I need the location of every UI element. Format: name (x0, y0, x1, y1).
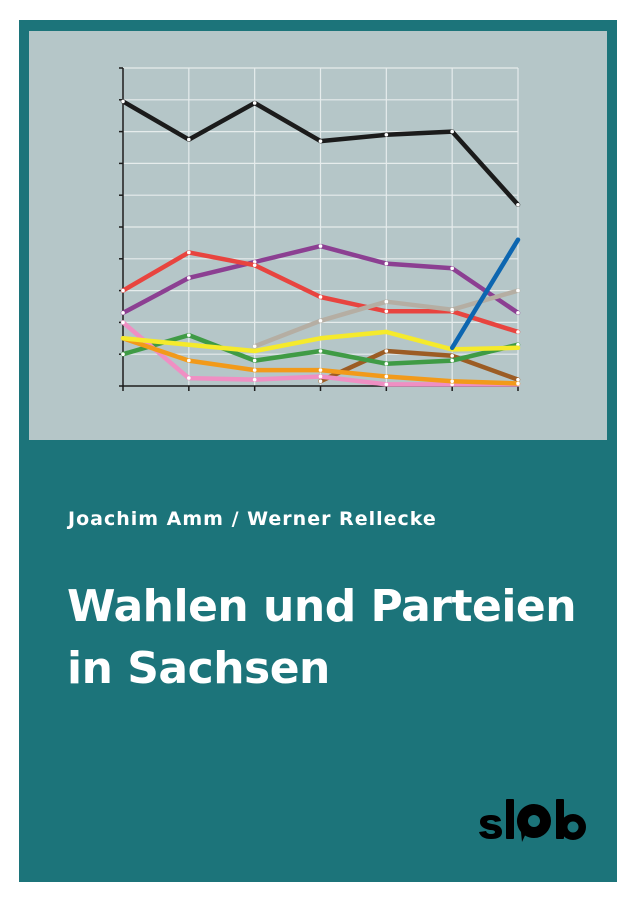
series-1-point-6 (516, 311, 520, 315)
series-7-point-5 (450, 379, 454, 384)
series-3-point-1 (318, 319, 323, 323)
series-1-point-0 (121, 311, 125, 315)
series-0-point-2 (252, 101, 257, 105)
series-0-point-5 (450, 129, 454, 134)
book-title: Wahlen und Parteien in Sachsen (67, 576, 607, 700)
series-6-point-0 (121, 320, 125, 325)
series-6-point-1 (187, 376, 191, 380)
series-2-point-4 (384, 309, 389, 314)
series-7-point-2 (252, 368, 257, 372)
series-0-point-3 (318, 139, 323, 143)
series-9-point-0 (450, 346, 454, 350)
series-8-point-6 (516, 346, 520, 350)
series-2-point-2 (252, 263, 257, 267)
series-3-point-2 (384, 299, 389, 304)
series-0-point-1 (187, 137, 191, 142)
title-line-1: Wahlen und Parteien (67, 581, 577, 632)
series-4-point-3 (516, 377, 520, 382)
series-8-point-1 (187, 342, 191, 347)
series-8-point-2 (252, 349, 257, 353)
series-7-point-3 (318, 368, 323, 372)
series-5-point-5 (450, 358, 454, 363)
series-3-point-3 (450, 307, 454, 312)
series-6-point-2 (252, 377, 257, 382)
series-0-point-6 (516, 202, 520, 207)
chart-panel (29, 31, 607, 440)
series-4-point-1 (384, 349, 389, 353)
series-6-point-4 (384, 382, 389, 387)
series-5-point-6 (516, 342, 520, 347)
series-8-point-4 (384, 330, 389, 334)
series-5-point-4 (384, 361, 389, 366)
series-1-point-1 (187, 276, 191, 280)
series-4-point-0 (318, 379, 323, 384)
series-1-point-4 (384, 261, 389, 266)
series-8-point-3 (318, 336, 323, 341)
series-4-point-2 (450, 353, 454, 358)
series-0-point-4 (384, 132, 389, 137)
series-8-point-0 (121, 336, 125, 341)
series-2-point-0 (121, 288, 125, 293)
series-5-point-1 (187, 333, 191, 337)
series-line-9 (449, 237, 521, 351)
series-2-point-6 (516, 330, 520, 334)
series-6-point-5 (450, 382, 454, 387)
election-line-chart (119, 67, 521, 391)
series-line-4 (318, 348, 521, 384)
authors: Joachim Amm / Werner Rellecke (68, 508, 437, 530)
series-7-point-1 (187, 358, 191, 363)
series-1-point-5 (450, 266, 454, 271)
series-2-point-3 (318, 295, 323, 299)
series-9-point-1 (516, 237, 520, 242)
series-2-point-1 (187, 250, 191, 255)
series-3-point-0 (252, 344, 257, 349)
series-7-point-4 (384, 374, 389, 379)
series-5-point-3 (318, 349, 323, 353)
series-6-point-3 (318, 374, 323, 379)
series-7-point-6 (516, 381, 520, 386)
series-5-point-0 (121, 352, 125, 357)
series-3-point-4 (516, 288, 520, 293)
title-line-2: in Sachsen (67, 643, 330, 694)
series-5-point-2 (252, 358, 257, 363)
slpb-logo (479, 799, 586, 842)
series-0-point-0 (121, 99, 125, 104)
series-1-point-3 (318, 244, 323, 248)
